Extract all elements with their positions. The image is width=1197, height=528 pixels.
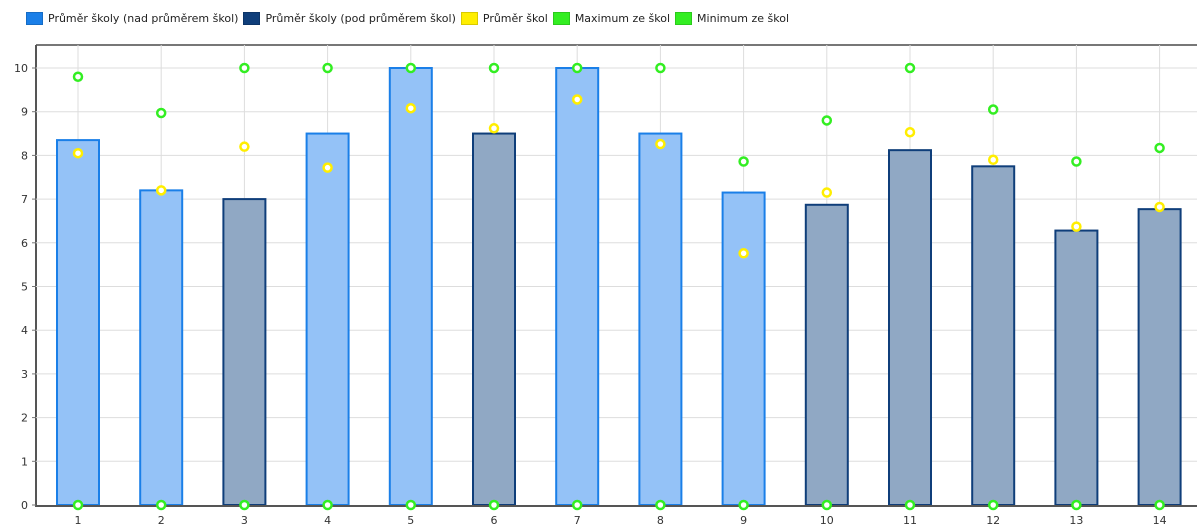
y-tick-label: 7 <box>21 193 28 206</box>
y-tick-label: 8 <box>21 149 28 162</box>
bar-above-average <box>638 132 683 507</box>
x-tick-label: 6 <box>491 514 498 527</box>
legend-swatch-schools-average <box>460 12 478 25</box>
legend-label-below-average: Průměr školy (pod průměrem škol) <box>265 12 456 25</box>
point-minimum <box>322 499 333 511</box>
point-maximum <box>1071 156 1082 167</box>
point-minimum <box>239 499 250 511</box>
bar-below-average <box>1054 229 1099 506</box>
bar-below-average <box>1137 208 1182 506</box>
point-schools-average <box>571 94 583 105</box>
x-tick-label: 13 <box>1069 514 1083 527</box>
point-schools-average <box>72 147 84 159</box>
legend-item-below-average[interactable]: Průměr školy (pod průměrem škol) <box>243 12 456 25</box>
x-tick-label: 3 <box>241 514 248 527</box>
x-tick-label: 5 <box>407 514 414 527</box>
y-tick-label: 5 <box>21 281 28 294</box>
point-minimum <box>821 499 833 511</box>
point-schools-average <box>821 187 833 198</box>
x-tick-label: 11 <box>903 514 917 527</box>
bar-above-average <box>388 67 433 506</box>
x-tick-label: 14 <box>1153 514 1167 527</box>
point-schools-average <box>1154 201 1165 213</box>
x-tick-label: 8 <box>657 514 664 527</box>
legend-item-schools-average[interactable]: Průměr škol <box>460 12 548 25</box>
chart-legend: Průměr školy (nad průměrem škol) Průměr … <box>26 12 794 25</box>
point-maximum <box>904 62 916 74</box>
bar-above-average <box>555 67 600 506</box>
point-schools-average <box>738 248 749 259</box>
point-schools-average <box>904 126 916 138</box>
legend-item-above-average[interactable]: Průměr školy (nad průměrem škol) <box>26 12 238 25</box>
legend-swatch-below-average <box>243 12 261 25</box>
bar-above-average <box>305 132 350 507</box>
legend-item-maximum[interactable]: Maximum ze škol <box>552 12 671 25</box>
x-tick-label: 9 <box>740 514 747 527</box>
x-tick-label: 1 <box>75 514 82 527</box>
point-maximum <box>488 62 500 74</box>
point-maximum <box>155 107 167 119</box>
y-tick-label: 0 <box>21 499 28 512</box>
y-tick-label: 9 <box>21 106 28 119</box>
y-tick-label: 10 <box>14 62 28 75</box>
x-tick-label: 4 <box>324 514 331 527</box>
legend-label-above-average: Průměr školy (nad průměrem škol) <box>48 12 239 25</box>
bar-above-average <box>56 139 100 506</box>
point-maximum <box>239 62 250 74</box>
y-tick-label: 2 <box>21 412 28 425</box>
point-schools-average <box>322 162 333 173</box>
bar-below-average <box>971 165 1016 506</box>
y-tick-label: 6 <box>21 237 28 250</box>
legend-label-minimum: Minimum ze škol <box>697 12 790 25</box>
point-minimum <box>738 499 749 511</box>
point-maximum <box>322 62 333 74</box>
point-maximum <box>405 62 417 74</box>
bar-above-average <box>721 191 766 506</box>
y-tick-label: 1 <box>21 455 28 468</box>
point-schools-average <box>655 138 666 150</box>
point-schools-average <box>239 141 250 152</box>
point-minimum <box>571 499 583 511</box>
legend-swatch-above-average <box>26 12 43 25</box>
point-maximum <box>821 115 833 126</box>
y-tick-label: 4 <box>21 324 28 337</box>
bar-above-average <box>139 189 184 507</box>
point-minimum <box>488 499 500 511</box>
point-schools-average <box>987 154 999 166</box>
point-minimum <box>72 499 84 511</box>
point-schools-average <box>155 185 167 196</box>
point-schools-average <box>488 123 500 134</box>
point-maximum <box>655 62 666 74</box>
legend-swatch-minimum <box>675 12 693 25</box>
point-maximum <box>987 104 999 115</box>
point-minimum <box>155 499 167 511</box>
bar-below-average <box>472 132 516 507</box>
bar-below-average <box>888 149 932 506</box>
point-schools-average <box>405 102 417 114</box>
point-minimum <box>904 499 916 511</box>
point-schools-average <box>1071 221 1082 232</box>
point-maximum <box>72 71 84 82</box>
x-tick-label: 12 <box>986 514 1000 527</box>
y-tick-label: 3 <box>21 368 28 381</box>
point-minimum <box>655 499 666 511</box>
legend-swatch-maximum <box>552 12 570 25</box>
x-tick-label: 10 <box>820 514 834 527</box>
bar-below-average <box>222 198 267 506</box>
x-tick-label: 2 <box>158 514 165 527</box>
point-maximum <box>1154 142 1165 154</box>
point-maximum <box>571 62 583 74</box>
point-minimum <box>405 499 417 511</box>
point-minimum <box>1071 499 1082 511</box>
legend-label-schools-average: Průměr škol <box>482 12 548 25</box>
legend-item-minimum[interactable]: Minimum ze škol <box>675 12 789 25</box>
point-minimum <box>1154 499 1165 511</box>
legend-label-maximum: Maximum ze škol <box>574 12 671 25</box>
point-maximum <box>738 156 749 167</box>
point-minimum <box>987 499 999 511</box>
x-tick-label: 7 <box>574 514 581 527</box>
bar-below-average <box>804 203 849 506</box>
